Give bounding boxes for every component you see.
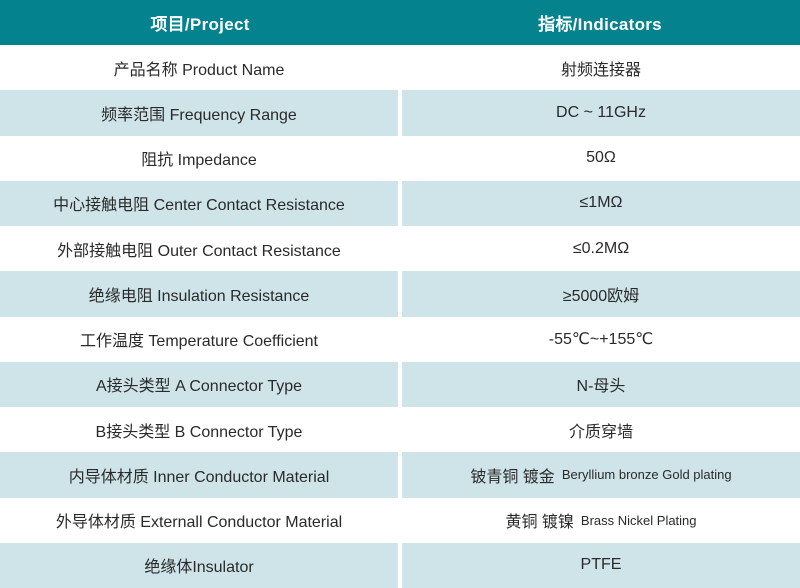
table-row: 绝缘电阻 Insulation Resistance ≥5000欧姆 [0, 271, 800, 317]
project-cell: 绝缘体Insulator [0, 542, 398, 588]
indicator-cell: 50Ω [402, 135, 800, 181]
indicator-cell: N-母头 [402, 361, 800, 407]
project-cell: 内导体材质 Inner Conductor Material [0, 452, 398, 498]
project-cell: 频率范围 Frequency Range [0, 90, 398, 136]
project-cell: 产品名称 Product Name [0, 45, 398, 91]
table-row: 外导体材质 Externall Conductor Material 黄铜 镀镍… [0, 497, 800, 543]
table-body: 产品名称 Product Name 射频连接器 频率范围 Frequency R… [0, 45, 800, 588]
project-cell: 外部接触电阻 Outer Contact Resistance [0, 226, 398, 272]
indicator-cell: -55℃~+155℃ [402, 316, 800, 362]
indicator-sub-text: Beryllium bronze Gold plating [561, 467, 732, 483]
project-cell: 中心接触电阻 Center Contact Resistance [0, 180, 398, 226]
header-cell-project: 项目/Project [150, 15, 250, 34]
indicator-sub-text: Brass Nickel Plating [580, 512, 697, 528]
project-cell: 工作温度 Temperature Coefficient [0, 316, 398, 362]
table-row: B接头类型 B Connector Type 介质穿墙 [0, 407, 800, 453]
indicator-cell: DC ~ 11GHz [402, 90, 800, 136]
indicator-main-text: 黄铜 镀镍 [505, 514, 574, 532]
table-row: 产品名称 Product Name 射频连接器 [0, 45, 800, 91]
indicator-cell: ≤1MΩ [402, 180, 800, 226]
table-row: 绝缘体Insulator PTFE [0, 542, 800, 588]
table-row: 工作温度 Temperature Coefficient -55℃~+155℃ [0, 316, 800, 362]
table-row: 外部接触电阻 Outer Contact Resistance ≤0.2MΩ [0, 226, 800, 272]
table-row: 内导体材质 Inner Conductor Material 铍青铜 镀金 Be… [0, 452, 800, 498]
project-cell: 外导体材质 Externall Conductor Material [0, 497, 398, 543]
project-cell: 阻抗 Impedance [0, 135, 398, 181]
table-row: 中心接触电阻 Center Contact Resistance ≤1MΩ [0, 180, 800, 226]
indicator-main-text: 铍青铜 镀金 [470, 468, 555, 486]
indicator-cell: 黄铜 镀镍 Brass Nickel Plating [402, 497, 800, 543]
table-row: 频率范围 Frequency Range DC ~ 11GHz [0, 90, 800, 136]
indicator-cell: ≥5000欧姆 [402, 271, 800, 317]
table-row: 阻抗 Impedance 50Ω [0, 135, 800, 181]
project-cell: 绝缘电阻 Insulation Resistance [0, 271, 398, 317]
indicator-cell: 介质穿墙 [402, 407, 800, 453]
project-cell: B接头类型 B Connector Type [0, 407, 398, 453]
indicator-cell: 铍青铜 镀金 Beryllium bronze Gold plating [402, 452, 800, 498]
indicator-cell: 射频连接器 [402, 45, 800, 91]
indicator-cell: PTFE [402, 542, 800, 588]
indicator-cell: ≤0.2MΩ [402, 226, 800, 272]
header-cell-indicators: 指标/Indicators [538, 15, 662, 34]
project-cell: A接头类型 A Connector Type [0, 361, 398, 407]
table-header: 项目/Project 指标/Indicators [0, 0, 800, 45]
table-row: A接头类型 A Connector Type N-母头 [0, 361, 800, 407]
